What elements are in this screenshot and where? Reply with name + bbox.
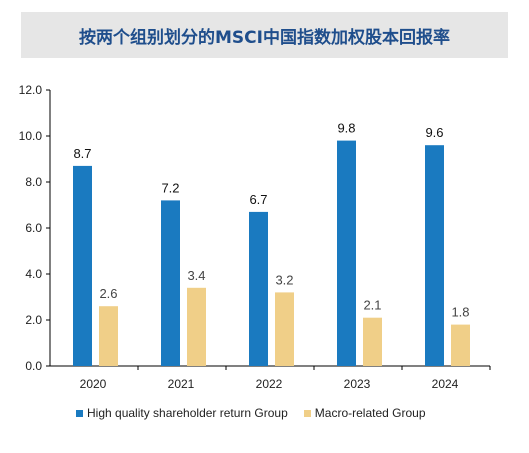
legend-swatch-series-2 [303, 409, 311, 417]
data-label: 9.8 [337, 121, 355, 136]
bar-high-quality [73, 165, 92, 366]
legend: High quality shareholder return Group Ma… [76, 406, 442, 420]
y-tick-label: 4.0 [25, 267, 42, 281]
bar-high-quality [249, 211, 268, 366]
legend-label-series-2: Macro-related Group [314, 406, 426, 420]
legend-swatch-series-1 [76, 409, 83, 417]
y-tick-label: 12.0 [19, 83, 43, 97]
data-label: 6.7 [249, 192, 267, 207]
x-tick-label: 2021 [168, 377, 195, 391]
legend-item-series-2: Macro-related Group [303, 406, 426, 420]
y-tick-label: 2.0 [25, 313, 42, 327]
data-label: 7.2 [161, 180, 179, 195]
bar-macro-related [99, 306, 118, 366]
x-tick-label: 2022 [256, 377, 283, 391]
data-label: 2.1 [363, 298, 381, 313]
y-tick-label: 0.0 [25, 359, 42, 373]
bar-macro-related [451, 324, 470, 366]
chart-title: 按两个组别划分的MSCI中国指数加权股本回报率 [79, 27, 450, 48]
bar-macro-related [363, 317, 382, 366]
bar-macro-related [187, 287, 206, 366]
y-tick-label: 10.0 [19, 129, 43, 143]
bar-macro-related [275, 292, 294, 366]
y-tick-label: 8.0 [25, 175, 42, 189]
bar-high-quality [425, 145, 444, 366]
data-label: 8.7 [73, 146, 91, 161]
data-label: 3.2 [275, 272, 293, 287]
legend-item-series-1: High quality shareholder return Group [76, 406, 288, 420]
data-label: 1.8 [451, 305, 469, 320]
x-tick-label: 2024 [432, 377, 459, 391]
title-bar: 按两个组别划分的MSCI中国指数加权股本回报率 [21, 12, 508, 58]
data-label: 2.6 [99, 286, 117, 301]
x-tick-label: 2023 [344, 377, 371, 391]
data-label: 9.6 [425, 125, 443, 140]
bar-high-quality [337, 140, 356, 366]
bar-high-quality [161, 200, 180, 366]
x-tick-label: 2020 [80, 377, 107, 391]
y-tick-label: 6.0 [25, 221, 42, 235]
data-label: 3.4 [187, 268, 205, 283]
legend-label-series-1: High quality shareholder return Group [87, 406, 288, 420]
